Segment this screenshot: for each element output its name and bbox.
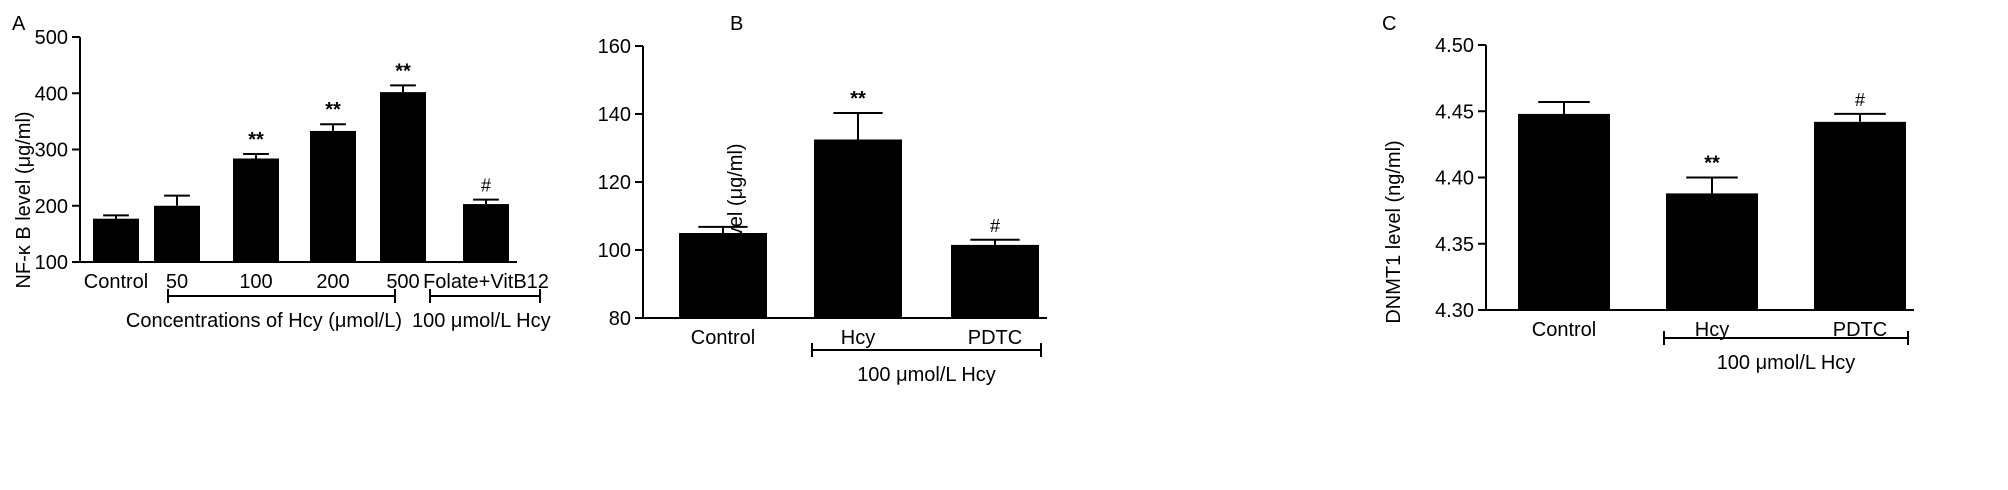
- bar: [951, 244, 1039, 318]
- y-tick-label: 80: [609, 308, 631, 330]
- category-label: 200: [316, 271, 349, 293]
- y-tick-label: 4.30: [1435, 300, 1474, 322]
- panel-b-letter: B: [730, 13, 743, 35]
- y-tick-label: 4.35: [1435, 234, 1474, 256]
- bar: [310, 130, 356, 262]
- y-tick-label: 160: [598, 36, 631, 58]
- bar: [1814, 121, 1906, 310]
- category-label: Folate+VitB12: [423, 271, 549, 293]
- category-label: 50: [166, 271, 188, 293]
- significance-label: **: [325, 99, 341, 121]
- bar: [380, 92, 426, 262]
- category-label: PDTC: [968, 327, 1022, 349]
- y-tick-label: 120: [598, 172, 631, 194]
- y-tick-label: 200: [35, 196, 68, 218]
- bar: [679, 233, 767, 318]
- significance-label: #: [1855, 90, 1865, 110]
- group-label: 100 μmol/L Hcy: [1717, 352, 1856, 374]
- bar: [154, 205, 200, 262]
- panel-a-ylabel: NF-κ B level (μg/ml): [13, 111, 35, 288]
- category-label: PDTC: [1833, 319, 1887, 341]
- bar: [463, 204, 509, 262]
- panel-c: C DNMT1 level (ng/ml) 4.304.354.404.454.…: [1382, 13, 1914, 374]
- group-label: 100 μmol/L Hcy: [857, 364, 996, 386]
- category-label: Control: [84, 271, 148, 293]
- category-label: 100: [239, 271, 272, 293]
- category-label: Hcy: [841, 327, 875, 349]
- y-tick-label: 4.50: [1435, 35, 1474, 57]
- significance-label: #: [990, 216, 1000, 236]
- y-tick-label: 100: [598, 240, 631, 262]
- bar: [93, 218, 139, 262]
- bar: [1518, 113, 1610, 311]
- panel-c-letter: C: [1382, 13, 1396, 35]
- significance-label: **: [1704, 153, 1720, 175]
- y-tick-label: 140: [598, 104, 631, 126]
- y-tick-label: 500: [35, 27, 68, 49]
- significance-label: **: [850, 88, 866, 110]
- category-label: Hcy: [1695, 319, 1729, 341]
- y-tick-label: 100: [35, 252, 68, 274]
- panel-c-ylabel: DNMT1 level (ng/ml): [1383, 140, 1405, 323]
- y-tick-label: 4.45: [1435, 101, 1474, 123]
- panel-c-marks: 4.30 4.35 4.40 4.45 4.50 Control ** Hcy # PDTC 100…: [1435, 35, 1914, 374]
- category-label: 500: [386, 271, 419, 293]
- bar: [1666, 193, 1758, 310]
- panel-a-letter: A: [12, 13, 26, 35]
- y-tick-label: 300: [35, 140, 68, 162]
- panel-a: A NF-κ B level (μg/ml) 100 200 300 400 500 Co…: [12, 13, 551, 332]
- category-label: Control: [1532, 319, 1596, 341]
- significance-label: #: [481, 176, 491, 196]
- panel-b: B NF-κ B level (μg/ml) 80100120140160Con…: [598, 13, 1047, 386]
- y-tick-label: 4.40: [1435, 168, 1474, 190]
- panel-b-marks: 80 100 120 140 160 Control ** Hcy # PDTC 100 μmol/…: [598, 36, 1047, 386]
- panel-a-marks: 100 200 300 400 500 Control 50 ** 100 ** 200 ** 500 #…: [35, 27, 551, 332]
- significance-label: **: [248, 129, 264, 151]
- group-label: Concentrations of Hcy (μmol/L): [126, 310, 402, 332]
- bar: [233, 158, 279, 262]
- group-label: 100 μmol/L Hcy: [412, 310, 551, 332]
- bar: [814, 139, 902, 318]
- significance-label: **: [395, 60, 411, 82]
- category-label: Control: [691, 327, 755, 349]
- y-tick-label: 400: [35, 83, 68, 105]
